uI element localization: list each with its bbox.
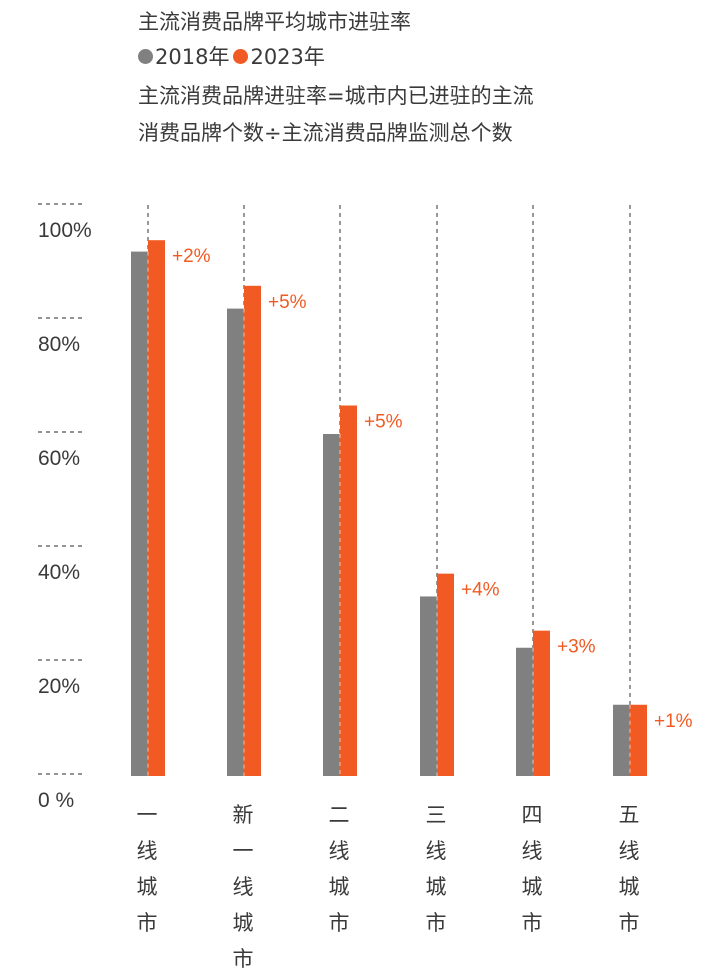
bar-2018-2 [323, 434, 340, 776]
category-label-5-char-1: 线 [619, 839, 640, 863]
category-label-3-char-3: 市 [426, 911, 447, 935]
category-label-0-char-1: 线 [137, 839, 158, 863]
definition-note-line-1: 主流消费品牌进驻率=城市内已进驻的主流 [138, 84, 534, 108]
bar-2018-5 [613, 704, 630, 776]
legend-label-2018: 2018年 [155, 45, 230, 69]
definition-note-line-2: 消费品牌个数÷主流消费品牌监测总个数 [138, 121, 513, 145]
category-label-4-char-0: 四 [522, 803, 543, 827]
category-label-3-char-2: 城 [426, 875, 447, 899]
y-tick-label-40: 40% [38, 561, 80, 584]
bar-2018-0 [131, 251, 148, 777]
category-label-2-char-1: 线 [329, 839, 350, 863]
category-label-5-char-3: 市 [619, 911, 640, 935]
category-label-5-char-0: 五 [619, 803, 640, 827]
category-label-2-char-0: 二 [329, 803, 350, 827]
category-label-3-char-1: 线 [426, 839, 447, 863]
chart-title: 主流消费品牌平均城市进驻率 [138, 10, 411, 34]
delta-label-3: +4% [461, 580, 500, 601]
y-tick-label-0: 0 % [38, 789, 74, 812]
delta-label-0: +2% [172, 246, 211, 267]
y-tick-label-100: 100% [38, 219, 92, 242]
category-label-0-char-2: 城 [137, 875, 158, 899]
category-label-1-char-4: 市 [233, 947, 254, 968]
category-label-1-char-0: 新 [233, 803, 254, 827]
bar-2018-1 [227, 308, 244, 776]
y-tick-label-80: 80% [38, 333, 80, 356]
bar-2023-3 [437, 573, 454, 776]
bar-2023-1 [244, 285, 261, 776]
category-label-0-char-3: 市 [137, 911, 158, 935]
category-label-1-char-1: 一 [233, 839, 254, 863]
delta-label-2: +5% [364, 412, 403, 433]
bar-2023-2 [340, 405, 357, 776]
category-label-0-char-0: 一 [137, 803, 158, 827]
category-label-1-char-2: 线 [233, 875, 254, 899]
bar-2018-3 [420, 596, 437, 776]
category-label-4-char-3: 市 [522, 911, 543, 935]
legend-marker-2018 [138, 48, 153, 64]
legend-marker-2023 [233, 48, 249, 64]
category-label-5-char-2: 城 [619, 875, 640, 899]
category-label-1-char-3: 城 [233, 911, 254, 935]
category-label-2-char-2: 城 [329, 875, 350, 899]
category-label-4-char-1: 线 [522, 839, 543, 863]
category-label-4-char-2: 城 [522, 875, 543, 899]
bar-2023-4 [533, 630, 550, 776]
delta-label-1: +5% [268, 292, 307, 313]
y-tick-label-20: 20% [38, 675, 80, 698]
bar-2018-4 [516, 647, 533, 776]
legend: 2018年 2023年 [138, 41, 329, 71]
legend-item-2018: 2018年 [138, 41, 229, 71]
legend-item-2023: 2023年 [233, 41, 325, 71]
y-tick-label-60: 60% [38, 447, 80, 470]
delta-label-4: +3% [557, 637, 596, 658]
category-label-2-char-3: 市 [329, 911, 350, 935]
bar-2023-0 [148, 240, 165, 776]
legend-label-2023: 2023年 [250, 45, 325, 69]
bar-2023-5 [630, 704, 647, 776]
category-label-3-char-0: 三 [426, 803, 447, 827]
delta-label-5: +1% [654, 711, 693, 732]
